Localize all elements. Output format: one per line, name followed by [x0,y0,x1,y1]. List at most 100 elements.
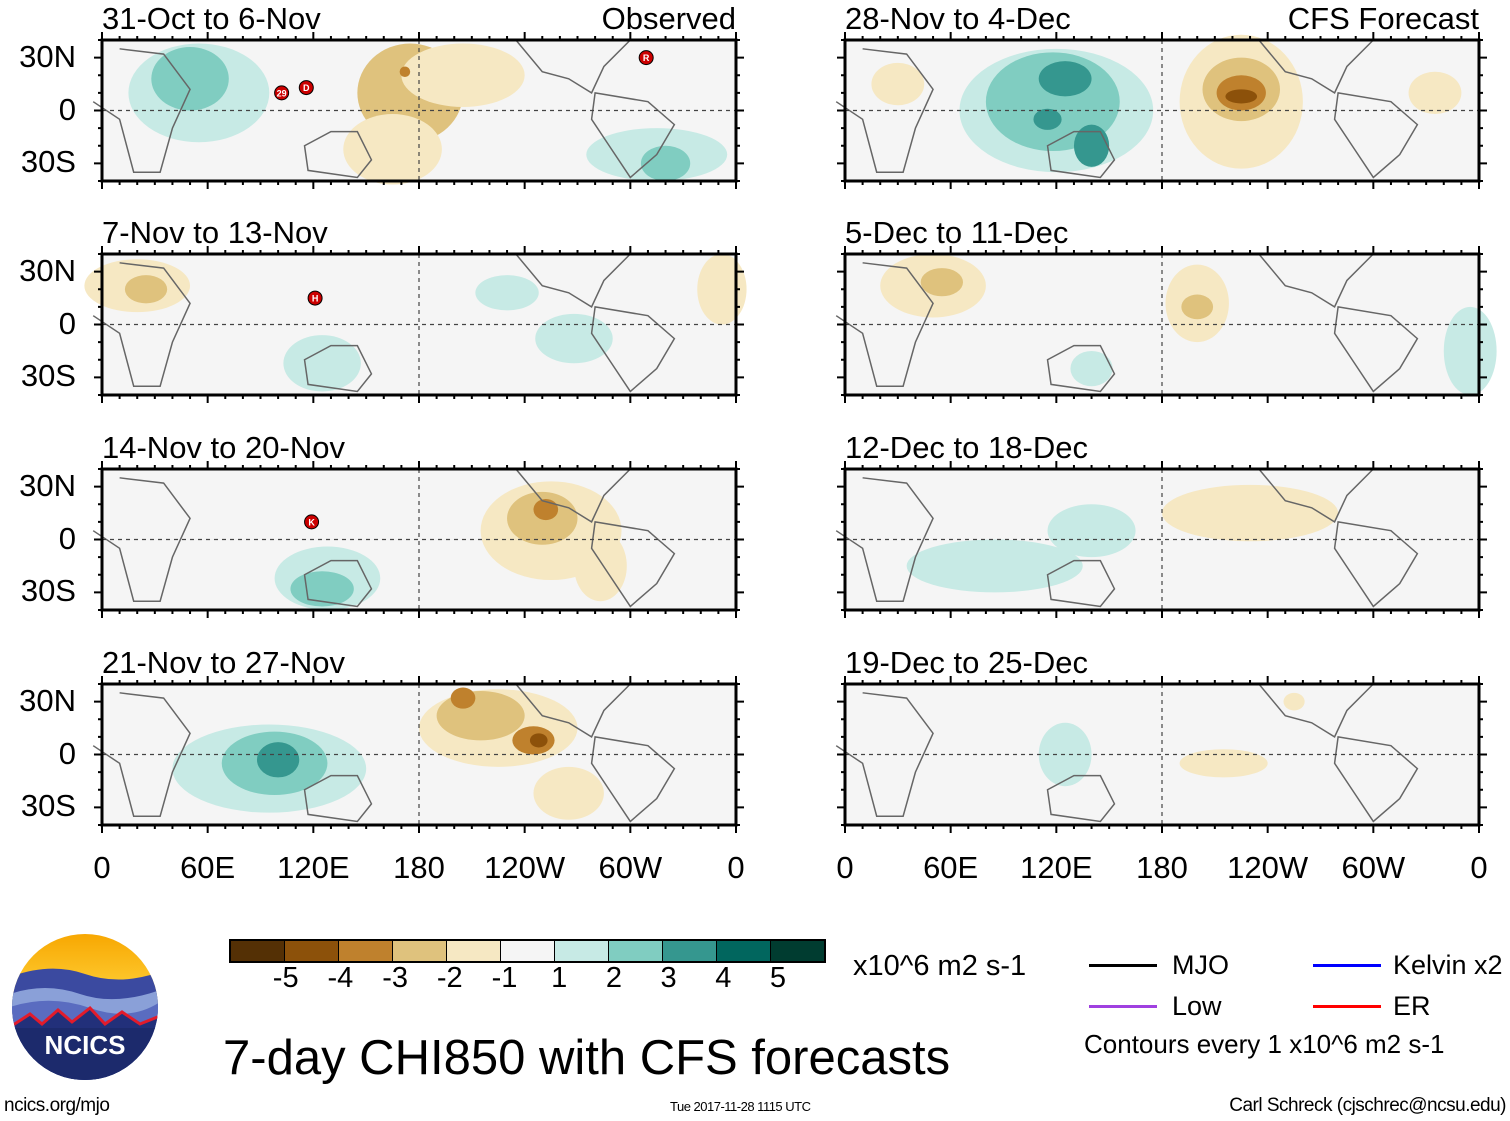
lat-label: 0 [58,735,76,771]
map-panel: H [84,246,747,403]
map-panel [835,676,1487,833]
lon-label: 60E [180,850,236,885]
anomaly-region [1073,124,1110,167]
lon-label: 0 [1470,850,1488,885]
colorbar-tick-label: 4 [715,962,732,994]
anomaly-region [920,268,963,297]
colorbar-swatch [285,941,339,961]
anomaly-region [1225,89,1258,104]
australia-coastline [303,774,373,823]
north-america-coastline [515,39,631,94]
map-panel [835,32,1487,189]
storm-label: K [308,517,315,527]
anomaly-region [1443,306,1497,395]
north-america-coastline [515,253,631,308]
colorbar-swatch [609,941,663,961]
legend-kelvin-line [1313,964,1381,967]
lat-label: 30S [20,788,76,824]
anomaly-region [533,498,559,521]
anomaly-region [124,275,168,304]
south-america-coastline [590,306,676,393]
lat-label: 0 [58,91,76,127]
storm-label: D [303,83,310,93]
anomaly-region [573,530,627,602]
anomaly-region [1408,71,1462,115]
storm-label: H [312,294,319,304]
anomaly-region [535,313,613,364]
australia-coastline [1046,774,1116,823]
australia-coastline [303,559,373,608]
colorbar-tick-label: -4 [327,962,354,994]
colorbar-tick-label: 1 [551,962,568,994]
north-america-coastline [515,683,631,738]
lat-label: 0 [58,520,76,556]
panel-title: 28-Nov to 4-Dec [845,1,1071,36]
australia-coastline [1046,344,1116,393]
map-panel: K [92,461,744,618]
africa-coastline [92,262,191,387]
colorbar [229,939,826,963]
storm-marker: R [638,50,654,66]
ncics-logo: NCICS [12,934,158,1080]
north-america-coastline [1258,468,1374,523]
colorbar-tick-label: -5 [272,962,299,994]
south-america-coastline [1333,92,1419,179]
map-panel [835,246,1497,403]
lon-label: 120E [277,850,350,885]
south-america-coastline [590,521,676,608]
lon-label: 0 [727,850,745,885]
anomaly-region [906,539,1083,593]
colorbar-swatch [771,941,824,961]
australia-coastline [1046,130,1116,179]
anomaly-region [697,254,747,325]
footer-timestamp: Tue 2017-11-28 1115 UTC [670,1099,811,1114]
colorbar-tick-label: 3 [660,962,677,994]
north-america-coastline [1258,253,1374,308]
lon-label: 60E [923,850,979,885]
storm-marker: D [298,80,314,96]
colorbar-swatch [447,941,501,961]
panel-title: 5-Dec to 11-Dec [845,215,1069,250]
south-america-coastline [590,736,676,823]
footer-author: Carl Schreck (cjschrec@ncsu.edu) [1229,1095,1506,1116]
lat-label: 30S [20,573,76,609]
lon-label: 120W [1227,850,1309,885]
lon-label: 180 [393,850,445,885]
anomaly-region [1070,350,1113,387]
legend-low-label: Low [1172,991,1222,1021]
map-panel [92,676,744,833]
anomaly-region [399,66,411,78]
lat-label: 30S [20,358,76,394]
anomaly-region [1179,749,1268,778]
africa-coastline [835,262,934,387]
colorbar-tick-label: 2 [605,962,622,994]
australia-coastline [1046,559,1116,608]
legend-low-line [1089,1005,1157,1008]
map-panel [835,461,1487,618]
footer-url[interactable]: ncics.org/mjo [4,1095,110,1116]
africa-coastline [835,692,934,817]
lat-label: 30S [20,144,76,180]
panel-title: 21-Nov to 27-Nov [102,645,345,680]
panel-title: 31-Oct to 6-Nov [102,1,321,36]
storm-marker: K [304,514,320,530]
colorbar-tick-label: -2 [436,962,463,994]
australia-coastline [303,130,373,179]
australia-coastline [303,344,373,393]
colorbar-swatch [663,941,717,961]
colorbar-units: x10^6 m2 s-1 [853,950,1027,982]
anomaly-region [871,62,925,106]
anomaly-region [533,766,604,820]
map-panel: 29 D R [92,32,744,189]
contours-note: Contours every 1 x10^6 m2 s-1 [1084,1029,1445,1059]
anomaly-region [1038,722,1092,787]
anomaly-region [401,43,525,107]
legend-er-label: ER [1393,991,1431,1021]
africa-coastline [835,48,934,173]
observed-label: Observed [601,1,736,36]
anomaly-region [290,571,354,607]
colorbar-swatch [717,941,771,961]
lon-label: 0 [836,850,854,885]
storm-marker: H [307,290,323,306]
